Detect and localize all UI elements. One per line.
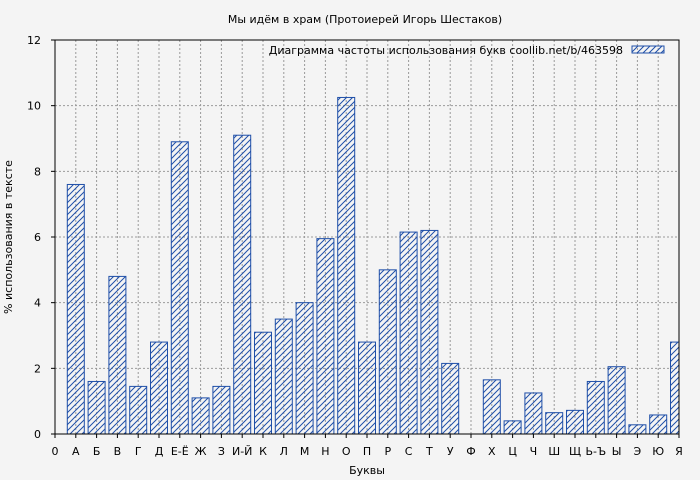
bar-И-Й xyxy=(233,134,252,435)
x-tick-label: Д xyxy=(155,445,164,458)
y-tick-label: 10 xyxy=(27,100,41,113)
y-tick-label: 6 xyxy=(34,231,41,244)
x-tick-label: Ь-Ъ xyxy=(585,445,606,458)
bar-Ы xyxy=(607,366,626,435)
bar-А xyxy=(66,183,85,435)
chart-title: Мы идём в храм (Протоиерей Игорь Шестако… xyxy=(228,13,502,26)
y-tick-label: 0 xyxy=(34,428,41,441)
bar-Р xyxy=(378,269,397,435)
bar-Ь-Ъ xyxy=(586,380,605,435)
x-tick-label: Э xyxy=(634,445,642,458)
legend: Диаграмма частоты использования букв coo… xyxy=(269,44,665,57)
bar-П xyxy=(358,341,376,435)
x-tick-label: Ю xyxy=(652,445,664,458)
bar-Б xyxy=(87,380,106,435)
y-tick-label: 4 xyxy=(34,297,41,310)
bar-К xyxy=(254,331,272,435)
bar-Э xyxy=(628,424,647,435)
x-tick-label: Б xyxy=(93,445,101,458)
x-tick-label: Н xyxy=(321,445,329,458)
bar-Х xyxy=(482,379,501,435)
x-tick-label: П xyxy=(363,445,371,458)
x-tick-label: И-Й xyxy=(232,445,252,458)
legend-swatch xyxy=(631,45,665,54)
x-tick-label: Ж xyxy=(195,445,207,458)
x-tick-label: Ф xyxy=(466,445,475,458)
x-tick-label: У xyxy=(447,445,454,458)
x-tick-label: Р xyxy=(384,445,391,458)
x-tick-label: М xyxy=(300,445,310,458)
bar-В xyxy=(108,275,127,435)
bar-Ю xyxy=(649,414,668,435)
x-tick-label: Ш xyxy=(548,445,560,458)
y-tick-label: 2 xyxy=(34,362,41,375)
x-tick-label: 0 xyxy=(52,445,59,458)
bar-Е-Ё xyxy=(170,141,189,435)
x-tick-label: Г xyxy=(135,445,142,458)
bar-Ц xyxy=(503,420,522,435)
x-tick-label: В xyxy=(114,445,122,458)
x-tick-label: С xyxy=(405,445,413,458)
bars xyxy=(66,96,680,435)
x-tick-label: З xyxy=(218,445,225,458)
bar-Н xyxy=(316,238,335,435)
bar-У xyxy=(441,362,460,435)
bar-Д xyxy=(150,341,168,435)
y-tick-label: 12 xyxy=(27,34,41,47)
x-tick-label: Я xyxy=(675,445,683,458)
bar-Л xyxy=(274,318,293,435)
x-tick-label: К xyxy=(259,445,267,458)
bar-Ч xyxy=(524,392,543,435)
x-axis-label: Буквы xyxy=(349,464,385,477)
bar-С xyxy=(399,231,418,435)
x-tick-label: Ы xyxy=(612,445,622,458)
y-axis-label: % использования в тексте xyxy=(2,160,15,314)
x-tick-label: Щ xyxy=(569,445,581,458)
x-tick-label: Ч xyxy=(530,445,538,458)
y-tick-label: 8 xyxy=(34,165,41,178)
x-tick-label: А xyxy=(72,445,80,458)
bar-М xyxy=(295,302,314,435)
bar-Ш xyxy=(545,412,564,435)
bar-Щ xyxy=(566,409,584,435)
bar-Т xyxy=(420,229,439,435)
bar-З xyxy=(212,385,231,435)
bar-О xyxy=(337,96,356,435)
legend-label: Диаграмма частоты использования букв coo… xyxy=(269,44,623,57)
x-tick-label: О xyxy=(342,445,351,458)
x-tick-label: Ц xyxy=(508,445,517,458)
x-tick-label: Т xyxy=(425,445,433,458)
x-tick-label: Х xyxy=(488,445,496,458)
x-tick-label: Е-Ё xyxy=(171,445,189,458)
bar-Ж xyxy=(191,397,210,435)
bar-Я xyxy=(670,341,680,435)
x-tick-label: Л xyxy=(280,445,288,458)
bar-Г xyxy=(129,385,148,435)
